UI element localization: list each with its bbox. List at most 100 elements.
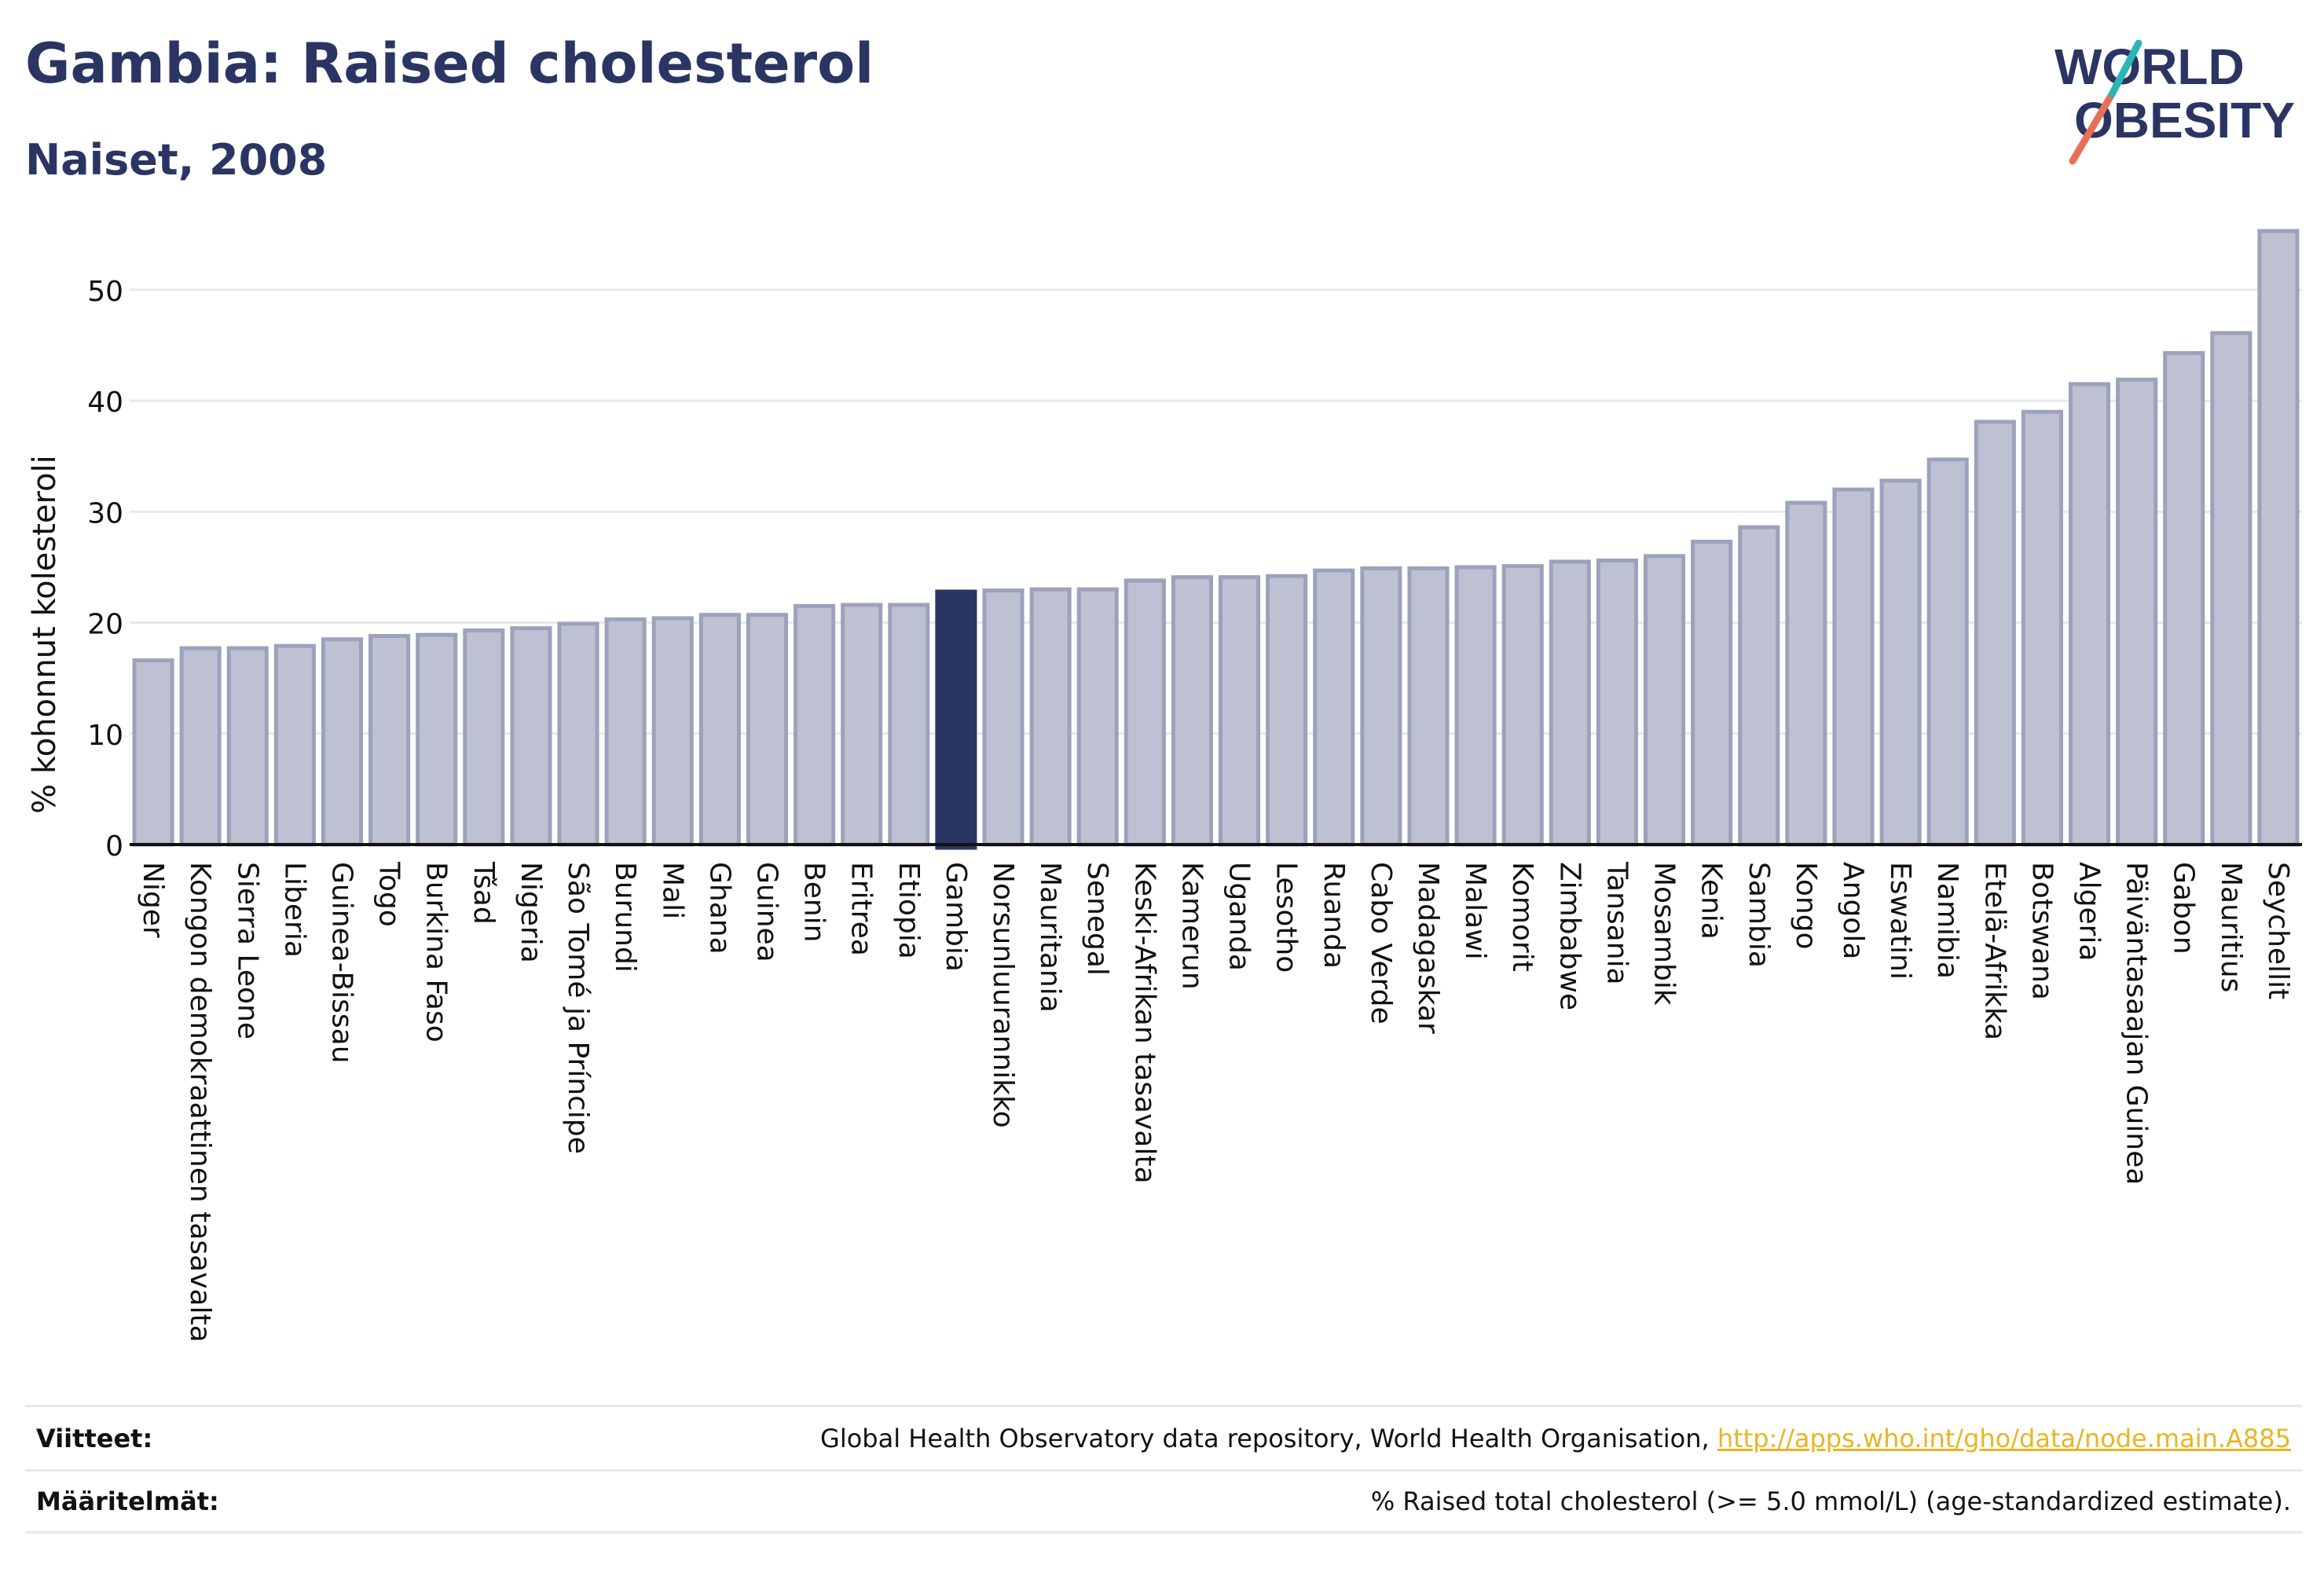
x-tick-label: Madagaskar (1412, 862, 1444, 1034)
x-tick-label: Uganda (1223, 862, 1255, 971)
bar (841, 603, 883, 847)
x-tick-label: Tšad (467, 861, 500, 925)
x-tick-label: Kamerun (1175, 862, 1208, 990)
x-tick-label: Niger (137, 862, 169, 938)
x-tick-label: Benin (798, 862, 830, 942)
bar (321, 637, 364, 847)
x-tick-label: Mauritania (1034, 862, 1066, 1013)
x-tick-label: Etiopia (893, 862, 925, 959)
x-tick-label: Eritrea (845, 862, 878, 956)
x-tick-label: Malawi (1459, 862, 1491, 960)
x-tick-label: Gambia (940, 862, 972, 972)
bar (1926, 457, 1969, 847)
x-tick-label: Togo (373, 861, 405, 927)
y-tick-label: 10 (87, 720, 123, 752)
x-tick-label: Päiväntasaajan Guinea (2121, 862, 2153, 1185)
bar (1171, 575, 1213, 847)
definitions-text: % Raised total cholesterol (>= 5.0 mmol/… (1370, 1486, 2291, 1516)
x-tick-label: Seychellit (2262, 862, 2294, 999)
bar (2068, 382, 2111, 847)
x-tick-label: Mauritius (2215, 862, 2247, 992)
world-obesity-logo: WORLD OBESITY (2055, 38, 2295, 165)
x-tick-label: Senegal (1081, 862, 1113, 976)
x-tick-label: Ghana (703, 862, 735, 955)
bar (604, 617, 647, 847)
x-tick-label: Burkina Faso (420, 862, 453, 1043)
bar (510, 626, 552, 847)
bar (179, 646, 222, 847)
bar (1124, 578, 1166, 847)
chart-title: Gambia: Raised cholesterol (25, 31, 874, 96)
bar (2116, 377, 2158, 847)
bar (557, 621, 599, 847)
references-content: Global Health Observatory data repositor… (820, 1424, 2291, 1453)
bar (651, 616, 694, 847)
bar (1407, 566, 1450, 847)
x-tick-label: Cabo Verde (1365, 862, 1397, 1024)
x-tick-label: Sierra Leone (231, 862, 263, 1039)
bar (463, 628, 505, 847)
x-tick-label: Keski-Afrikan tasavalta (1128, 862, 1160, 1184)
bar (368, 633, 411, 847)
x-tick-label: Kongon demokraattinen tasavalta (184, 862, 216, 1343)
logo-line1: WORLD (2055, 38, 2245, 95)
bar (1879, 478, 1922, 847)
x-tick-label: Zimbabwe (1553, 862, 1585, 1010)
x-tick-label: Ruanda (1318, 862, 1350, 969)
x-tick-label: Eswatini (1884, 862, 1916, 980)
x-tick-label: Komorit (1506, 862, 1538, 972)
x-tick-label: Algeria (2073, 862, 2106, 962)
x-tick-label: Namibia (1931, 862, 1963, 979)
bar (1691, 539, 1733, 847)
bar (794, 603, 836, 847)
x-tick-label: Mali (656, 862, 688, 919)
x-tick-label: São Tomé ja Príncipe (562, 862, 594, 1154)
y-tick-label: 0 (105, 830, 123, 863)
x-tick-label: Botswana (2025, 862, 2058, 1000)
x-tick-label: Tansania (1600, 861, 1633, 985)
bar (1219, 575, 1261, 847)
bar (132, 658, 174, 847)
x-tick-label: Mosambik (1648, 862, 1681, 1006)
definitions-row: Määritelmät: % Raised total cholesterol … (25, 1469, 2302, 1534)
x-tick-label: Kongo (1790, 862, 1822, 950)
references-link[interactable]: http://apps.who.int/gho/data/node.main.A… (1717, 1423, 2291, 1453)
references-label: Viitteet: (36, 1423, 153, 1453)
bar (273, 643, 316, 847)
bar (416, 632, 458, 847)
y-tick-label: 20 (87, 609, 123, 641)
x-tick-label: Gabon (2168, 862, 2200, 955)
y-tick-label: 50 (87, 276, 123, 308)
bar (888, 603, 930, 847)
x-tick-label: Nigeria (515, 862, 547, 963)
bar (1454, 565, 1497, 847)
chart-subtitle: Naiset, 2008 (25, 135, 328, 185)
bar-highlighted (935, 589, 977, 850)
definitions-label: Määritelmät: (36, 1486, 219, 1516)
references-text: Global Health Observatory data repositor… (820, 1423, 1717, 1453)
bar (1643, 554, 1686, 847)
x-tick-label: Burundi (609, 862, 641, 973)
x-tick-label: Kenia (1695, 862, 1728, 940)
bar (1266, 574, 1308, 847)
y-tick-label: 30 (87, 497, 123, 530)
x-tick-label: Sambia (1743, 862, 1775, 968)
x-tick-label: Lesotho (1270, 862, 1303, 973)
y-tick-label: 40 (87, 387, 123, 419)
bar (2021, 409, 2063, 847)
bar (982, 588, 1025, 847)
bar (1974, 420, 2016, 847)
bar (2210, 331, 2253, 847)
footer: Viitteet: Global Health Observatory data… (25, 1405, 2302, 1534)
bar (2257, 229, 2300, 847)
bar (1549, 559, 1591, 847)
x-tick-label: Norsunluurannikko (987, 862, 1019, 1128)
bar-chart: % kohonnut kolesteroli 0 10 20 30 40 50 Niger K… (27, 229, 2302, 1343)
bar (1360, 566, 1402, 847)
bar (698, 613, 741, 847)
bar (1501, 564, 1544, 847)
bar (746, 613, 789, 847)
bar (1313, 568, 1355, 847)
bar (226, 646, 269, 847)
references-row: Viitteet: Global Health Observatory data… (25, 1405, 2302, 1469)
